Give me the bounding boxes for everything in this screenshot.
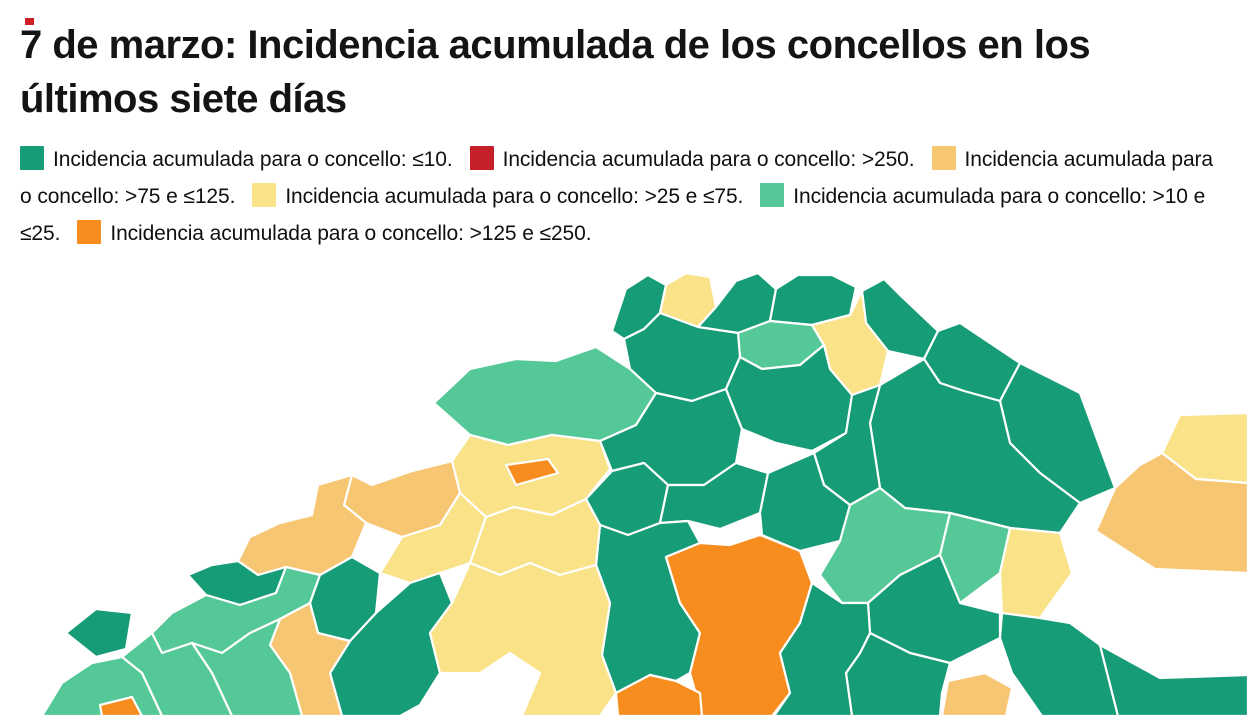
legend-label: Incidencia acumulada para o concello: >7… <box>20 147 1213 208</box>
page-title: 7 de marzo: Incidencia acumulada de los … <box>20 23 1091 122</box>
legend-swatch-gt10le25 <box>760 182 785 207</box>
legend-swatch-le10 <box>20 145 44 170</box>
legend-swatch-gt25le75 <box>252 182 277 207</box>
legend-swatch-gt250 <box>469 145 494 170</box>
legend: Incidencia acumulada para o concello: ≤1… <box>20 141 1228 252</box>
legend-label: Incidencia acumulada para o concello: ≤1… <box>53 147 453 171</box>
legend-swatch-gt125le250 <box>77 219 102 244</box>
concello-region <box>940 671 1014 716</box>
concello-region <box>938 511 1012 605</box>
legend-label: Incidencia acumulada para o concello: >2… <box>502 147 915 171</box>
legend-item-le10: Incidencia acumulada para o concello: ≤1… <box>20 145 453 171</box>
legend-item-gt75le125: Incidencia acumulada para o concello: >7… <box>20 145 1213 208</box>
legend-label: Incidencia acumulada para o concello: >2… <box>285 184 744 208</box>
concello-region <box>998 526 1074 620</box>
concello-region <box>504 457 560 487</box>
concello-region <box>64 607 134 659</box>
logo-fragment <box>25 18 34 25</box>
choropleth-map <box>40 273 1248 716</box>
concello-region <box>1098 643 1248 716</box>
legend-item-gt125le250: Incidencia acumulada para o concello: >1… <box>60 219 592 245</box>
map-container <box>0 273 1248 716</box>
concello-region <box>1094 451 1248 575</box>
concello-region <box>998 611 1120 716</box>
legend-swatch-gt75le125 <box>931 145 956 170</box>
concello-region <box>772 581 872 716</box>
legend-label: Incidencia acumulada para o concello: >1… <box>110 221 592 245</box>
legend-label: Incidencia acumulada para o concello: >1… <box>20 184 1206 245</box>
legend-item-gt25le75: Incidencia acumulada para o concello: >2… <box>235 182 744 208</box>
concello-region <box>724 343 854 453</box>
legend-item-gt250: Incidencia acumulada para o concello: >2… <box>453 145 915 171</box>
concello-region <box>428 561 618 716</box>
legend-item-gt10le25: Incidencia acumulada para o concello: >1… <box>20 182 1206 245</box>
